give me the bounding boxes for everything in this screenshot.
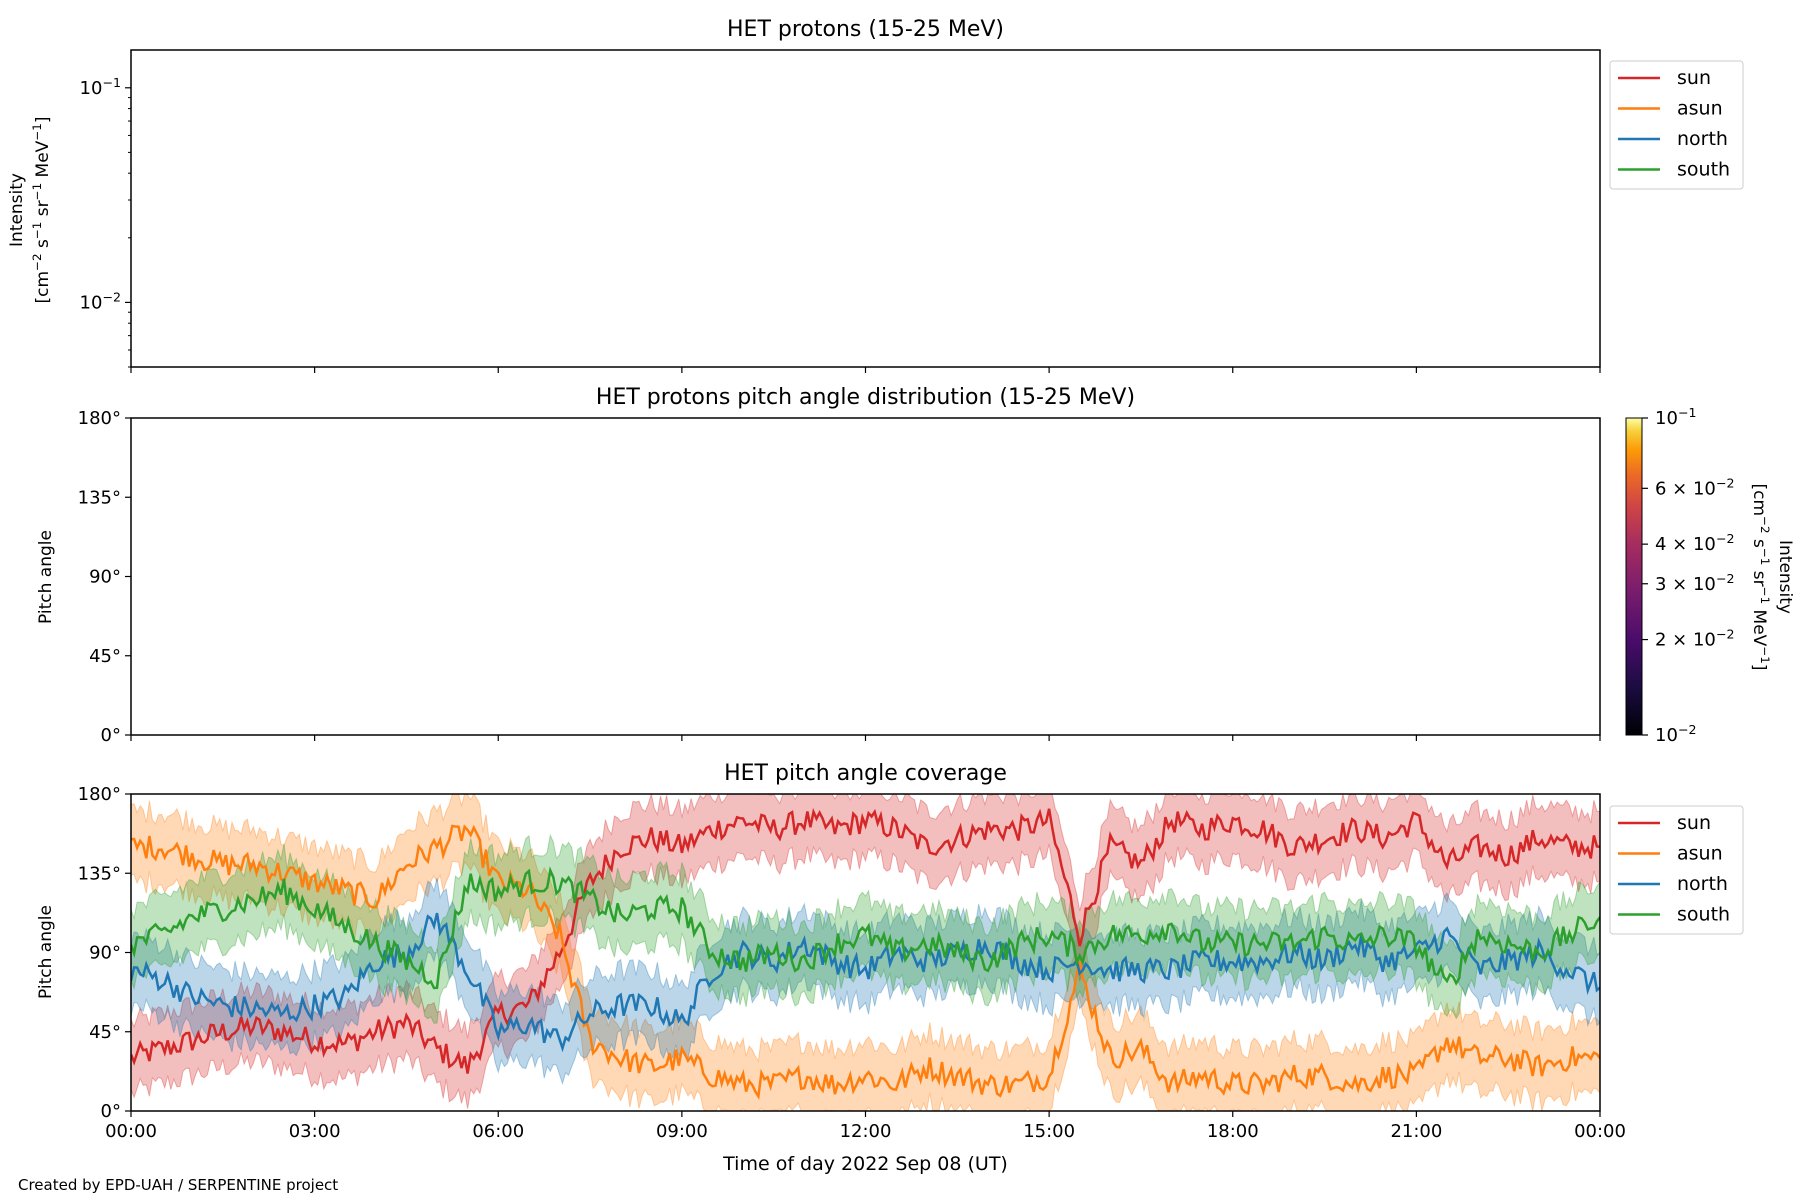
y-tick-label: 135°: [78, 863, 121, 884]
y-tick-label: 10−2: [80, 289, 121, 314]
line-sun: [131, 807, 1600, 1074]
legend-label-south: south: [1677, 904, 1730, 926]
x-tick-label: 18:00: [1207, 1121, 1259, 1142]
panel3-title: HET pitch angle coverage: [724, 761, 1007, 786]
panel1-ylabel-line1: Intensity: [7, 173, 27, 247]
panel1-ylabel-line2: [cm−2 s−1 sr−1 MeV−1]: [30, 117, 53, 304]
y-tick-label: 90°: [89, 567, 121, 588]
y-tick-label: 0°: [101, 1101, 121, 1122]
colorbar-tick-label: 3 × 10−2: [1655, 570, 1734, 595]
colorbar: [1625, 417, 1643, 736]
legend-label-north: north: [1677, 873, 1728, 895]
colorbar-tick-label: 10−2: [1655, 722, 1696, 747]
legend-box: [1609, 60, 1744, 190]
y-tick-label: 180°: [78, 784, 121, 805]
credit-footer: Created by EPD-UAH / SERPENTINE project: [18, 1176, 339, 1194]
x-tick-label: 00:00: [105, 1121, 157, 1142]
line-north: [131, 912, 1600, 1053]
coverage-plot-area: [131, 794, 1600, 1111]
panel1-title: HET protons (15-25 MeV): [727, 17, 1004, 42]
y-tick-label: 90°: [89, 943, 121, 964]
panel-intensity: HET protons (15-25 MeV) 10−2 10−1 Intensi…: [7, 17, 1744, 373]
x-tick-label: 09:00: [656, 1121, 708, 1142]
panel-pad: HET protons pitch angle distribution (15…: [36, 385, 1795, 746]
panel3-axes: [131, 794, 1600, 1111]
panel3-y-ticks: 0° 45° 90° 135° 180°: [78, 784, 131, 1122]
colorbar-label-line2: [cm−2 s−1 sr−1 MeV−1]: [1749, 484, 1772, 671]
y-tick-label: 45°: [89, 646, 121, 667]
legend-label-asun: asun: [1677, 98, 1723, 120]
panel3-y-label: Pitch angle: [36, 905, 56, 999]
line-south: [131, 866, 1600, 990]
x-axis-label: Time of day 2022 Sep 08 (UT): [722, 1153, 1008, 1175]
x-tick-label: 06:00: [472, 1121, 524, 1142]
x-tick-label: 00:00: [1574, 1121, 1626, 1142]
y-tick-label: 0°: [101, 725, 121, 746]
panel-coverage: HET pitch angle coverage 0° 45° 90° 135° 180…: [36, 761, 1744, 1175]
legend-box: [1609, 805, 1744, 935]
panel2-y-ticks: 0° 45° 90° 135° 180°: [78, 408, 131, 746]
y-tick-label: 180°: [78, 408, 121, 429]
legend-label-south: south: [1677, 159, 1730, 181]
panel2-x-ticks: [130, 735, 1601, 741]
legend-label-asun: asun: [1677, 843, 1723, 865]
panel1-axes: [130, 49, 1601, 368]
panel1-y-ticks: 10−2 10−1: [80, 74, 131, 368]
y-tick-label: 135°: [78, 487, 121, 508]
panel2-title: HET protons pitch angle distribution (15…: [596, 385, 1135, 410]
panel3-legend: sun asun north south: [1609, 805, 1744, 935]
y-tick-label: 45°: [89, 1022, 121, 1043]
x-tick-label: 12:00: [840, 1121, 892, 1142]
x-tick-label: 21:00: [1390, 1121, 1442, 1142]
colorbar-tick-label: 10−1: [1655, 405, 1696, 430]
colorbar-tick-label: 2 × 10−2: [1655, 626, 1734, 651]
panel1-legend: sun asun north south: [1609, 60, 1744, 190]
band-sun: [131, 794, 1600, 1109]
panel2-y-label: Pitch angle: [36, 530, 56, 624]
panel1-x-ticks: [130, 367, 1601, 373]
x-tick-label: 15:00: [1023, 1121, 1075, 1142]
panel3-x-ticks: 00:00 03:00 06:00 09:00 12:00 15:00 18:00 21:00…: [105, 1111, 1626, 1142]
colorbar-tick-label: 4 × 10−2: [1655, 531, 1734, 556]
y-tick-label: 10−1: [80, 74, 121, 99]
panel2-axes: [130, 417, 1601, 736]
colorbar-label-line1: Intensity: [1775, 540, 1795, 614]
colorbar-label: Intensity [cm−2 s−1 sr−1 MeV−1]: [1749, 484, 1795, 671]
panel1-y-label: Intensity [cm−2 s−1 sr−1 MeV−1]: [7, 117, 53, 304]
legend-label-north: north: [1677, 128, 1728, 150]
colorbar-ticks: 10−1 6 × 10−2 4 × 10−2 3 × 10−2 2 × 10−2 10−2: [1642, 405, 1734, 747]
x-tick-label: 03:00: [289, 1121, 341, 1142]
legend-label-sun: sun: [1677, 812, 1711, 834]
colorbar-tick-label: 6 × 10−2: [1655, 475, 1734, 500]
line-asun: [131, 824, 1600, 1100]
legend-label-sun: sun: [1677, 67, 1711, 89]
